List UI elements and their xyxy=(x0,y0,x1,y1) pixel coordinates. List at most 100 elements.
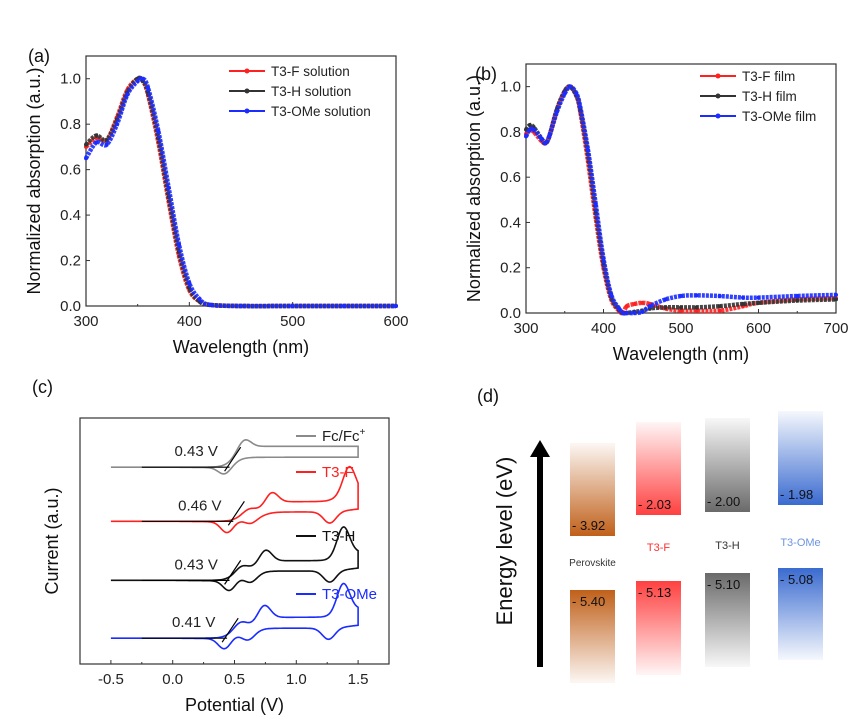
data-point xyxy=(717,308,722,313)
data-point xyxy=(84,142,88,147)
onset-label: 0.43 V xyxy=(174,556,217,573)
legend-marker xyxy=(715,93,721,99)
x-tick-label: 400 xyxy=(591,320,616,337)
data-point xyxy=(834,292,838,297)
y-axis-label: Current (a.u.) xyxy=(42,487,62,594)
data-point xyxy=(394,304,398,308)
x-axis-label: Wavelength (nm) xyxy=(173,337,309,357)
onset-tangent-line xyxy=(224,446,242,472)
data-point xyxy=(94,140,99,145)
data-point xyxy=(166,185,171,190)
homo-bar-t3-ome xyxy=(778,568,823,660)
data-point xyxy=(578,105,583,110)
data-point xyxy=(94,133,99,138)
arrow-head-icon xyxy=(530,440,550,457)
onset-label: 0.43 V xyxy=(174,443,217,460)
data-point xyxy=(140,76,145,81)
chart-a-solution-absorption: 300 400 500 600 0.0 0.2 0.4 0.6 0.8 1.0 Wavelength… xyxy=(24,55,409,357)
lumo-value: - 3.92 xyxy=(572,518,605,533)
data-point xyxy=(177,242,181,247)
lumo-value: - 1.98 xyxy=(780,487,813,502)
data-point xyxy=(756,295,761,300)
data-point xyxy=(187,281,192,286)
series-line-t3-ome-film xyxy=(524,84,837,316)
onset-tangent-line xyxy=(227,500,245,526)
legend-label: T3-H film xyxy=(742,89,797,104)
data-point xyxy=(125,92,130,97)
homo-bar-t3-f xyxy=(636,581,681,675)
data-point xyxy=(679,308,683,313)
x-tick-label: 600 xyxy=(746,320,771,337)
chart-c-cyclic-voltammetry: -0.5 0.0 0.5 1.0 1.5 Potential (V) Current (a.… xyxy=(42,417,390,715)
material-label: T3-H xyxy=(715,540,740,552)
legend-label: T3-F film xyxy=(742,69,795,84)
data-point xyxy=(574,91,579,96)
y-tick-label: 1.0 xyxy=(500,79,521,96)
data-point xyxy=(593,202,598,207)
data-point xyxy=(663,297,668,302)
data-point xyxy=(104,142,109,147)
x-tick-label: 300 xyxy=(513,320,538,337)
panel-label-d: (d) xyxy=(477,386,499,406)
x-tick-label: 0.0 xyxy=(162,671,183,688)
data-point xyxy=(648,304,652,309)
data-point xyxy=(617,306,621,311)
data-point xyxy=(694,308,699,313)
legend-marker xyxy=(244,88,250,94)
chart-b-film-absorption: 300 400 500 600 700 0.0 0.2 0.4 0.6 0.8 1.0 Wavelen… xyxy=(464,63,849,364)
panel-label-b: (b) xyxy=(475,64,497,84)
legend-label: T3-OMe solution xyxy=(271,104,371,119)
homo-value: - 5.13 xyxy=(638,585,671,600)
x-tick-label: 1.5 xyxy=(348,671,369,688)
y-tick-label: 0.0 xyxy=(500,305,521,322)
x-tick-label: 300 xyxy=(73,313,98,330)
lumo-bar-t3-h xyxy=(705,418,750,512)
lumo-value: - 2.03 xyxy=(638,497,671,512)
legend-label: T3-F solution xyxy=(271,64,350,79)
legend-superscript: + xyxy=(360,427,366,438)
data-point xyxy=(620,311,625,315)
data-point xyxy=(342,304,347,308)
data-point xyxy=(624,311,629,315)
data-point xyxy=(290,304,295,308)
material-label: Perovskite xyxy=(569,558,616,569)
homo-bar-t3-h xyxy=(705,573,750,667)
x-tick-label: 1.0 xyxy=(286,671,307,688)
data-point xyxy=(624,304,629,309)
data-point xyxy=(694,305,699,310)
data-point xyxy=(115,122,119,127)
data-point xyxy=(197,297,202,302)
data-point xyxy=(555,109,559,114)
lumo-bar-perovskite xyxy=(570,443,615,536)
data-point xyxy=(239,304,243,308)
onset-tangent-line xyxy=(221,617,239,643)
y-tick-label: 0.8 xyxy=(60,116,81,133)
panel-label-c: (c) xyxy=(32,377,53,397)
data-point xyxy=(547,134,552,139)
data-point xyxy=(146,85,150,90)
y-tick-label: 0.4 xyxy=(500,214,521,231)
lumo-value: - 2.00 xyxy=(707,494,740,509)
x-axis-label: Wavelength (nm) xyxy=(613,344,749,364)
legend-marker xyxy=(715,73,721,79)
data-point xyxy=(543,141,548,146)
data-point xyxy=(632,311,637,315)
data-point xyxy=(679,305,683,310)
y-axis-label: Energy level (eV) xyxy=(492,457,517,626)
y-tick-label: 0.6 xyxy=(60,162,81,179)
x-tick-label: 600 xyxy=(383,313,408,330)
data-point xyxy=(640,300,645,305)
legend-label: T3-F xyxy=(322,464,354,481)
data-point xyxy=(562,91,567,96)
lumo-bar-t3-f xyxy=(636,422,681,515)
homo-value: - 5.10 xyxy=(707,577,740,592)
data-point xyxy=(795,294,800,299)
homo-value: - 5.08 xyxy=(780,572,813,587)
chart-d-energy-levels: Energy level (eV) - 3.92 - 5.40 Perovskite -… xyxy=(492,411,823,683)
x-tick-label: 0.5 xyxy=(224,671,245,688)
onset-label: 0.46 V xyxy=(178,497,221,514)
data-point xyxy=(208,302,212,307)
data-point xyxy=(694,293,699,298)
data-point xyxy=(135,79,140,83)
